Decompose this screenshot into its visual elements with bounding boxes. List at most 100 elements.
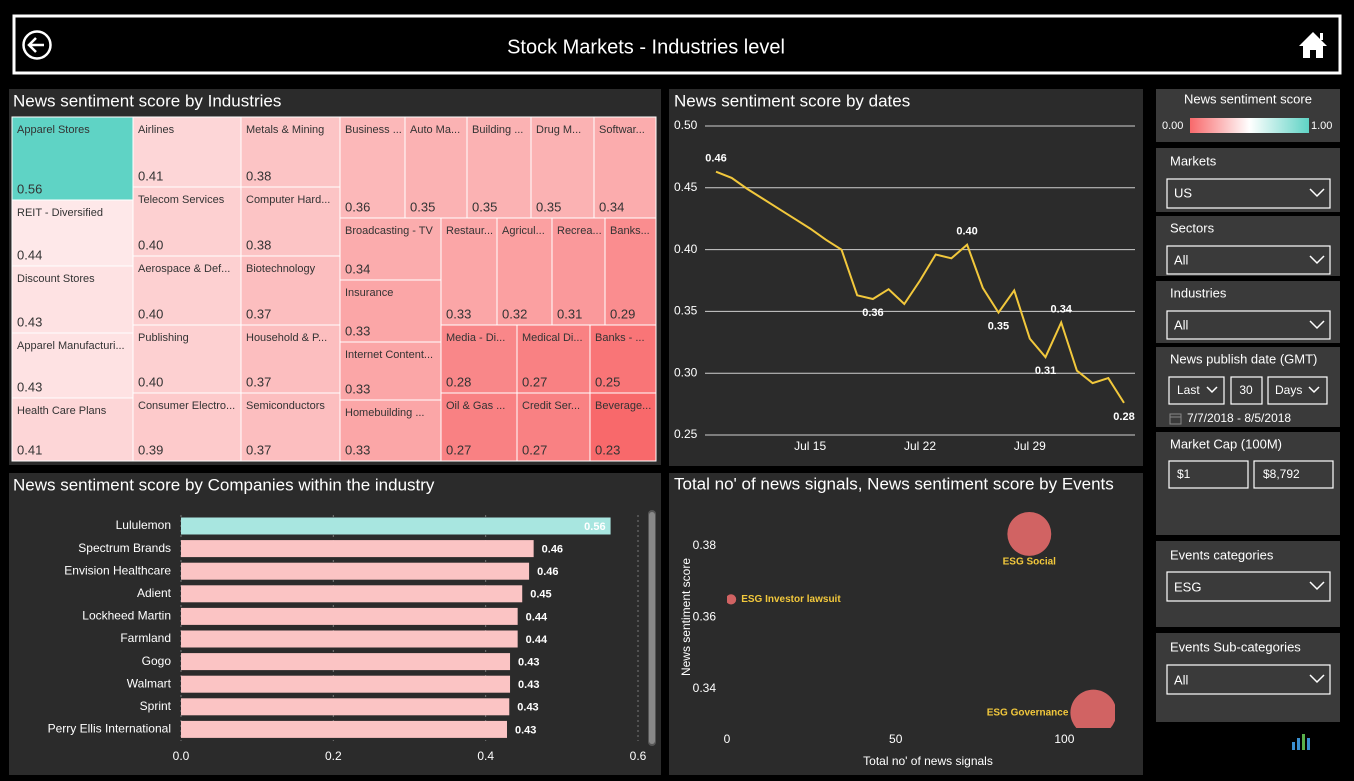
- treemap-cell: [132, 255, 242, 326]
- cell-value: 0.27: [522, 442, 547, 457]
- cell-value: 0.38: [246, 168, 271, 183]
- treemap-cell: [339, 217, 442, 281]
- data-label: 0.40: [956, 226, 977, 238]
- cell-value: 0.35: [472, 199, 497, 214]
- panel-title: News sentiment score by dates: [674, 91, 910, 110]
- treemap-cell: [11, 332, 134, 399]
- dropdown-value: US: [1174, 185, 1192, 200]
- data-label: 0.56: [584, 521, 605, 533]
- bubble: [1007, 512, 1052, 556]
- input-box[interactable]: [1168, 460, 1249, 489]
- data-label: 0.34: [1051, 303, 1073, 315]
- back-button[interactable]: [22, 30, 52, 60]
- y-tick-label: 0.40: [674, 242, 698, 256]
- cell-value: 0.27: [522, 374, 547, 389]
- data-label: 0.46: [542, 544, 563, 556]
- cell-label: Drug M...: [536, 124, 581, 136]
- treemap-cell: [132, 324, 242, 394]
- cell-value: 0.34: [345, 261, 370, 276]
- slicer: [1156, 281, 1340, 343]
- bar: [181, 653, 511, 671]
- cell-value: 0.41: [138, 168, 163, 183]
- dropdown-value: All: [1174, 317, 1189, 332]
- panel-title: News sentiment score by Companies within…: [13, 475, 435, 494]
- cell-value: 0.34: [599, 199, 624, 214]
- cell-label: Beverage...: [595, 400, 651, 412]
- cell-label: Consumer Electro...: [138, 400, 235, 412]
- dropdown[interactable]: [1166, 178, 1331, 209]
- x-tick-label: Jul 29: [1014, 439, 1046, 453]
- treemap-cell: [11, 116, 134, 201]
- date-range: 7/7/2018 - 8/5/2018: [1187, 411, 1291, 425]
- line: [715, 170, 1125, 404]
- cell-value: 0.56: [17, 181, 42, 196]
- dropdown[interactable]: [1168, 376, 1225, 405]
- slicer: [1156, 148, 1340, 212]
- cell-value: 0.31: [557, 306, 582, 321]
- treemap-cell: [516, 392, 591, 462]
- dropdown[interactable]: [1166, 310, 1331, 340]
- y-tick-label: 0.34: [693, 681, 717, 695]
- cell-value: 0.40: [138, 306, 163, 321]
- data-label: 0.43: [515, 724, 536, 736]
- bubble-label: ESG Social: [1003, 557, 1057, 568]
- cell-label: Auto Ma...: [410, 124, 460, 136]
- cell-label: Media - Di...: [446, 332, 505, 344]
- treemap-cell: [11, 199, 134, 267]
- input-box[interactable]: [1253, 460, 1334, 489]
- dropdown-value: Days: [1275, 383, 1302, 397]
- cell-value: 0.33: [345, 442, 370, 457]
- y-tick-label: Adient: [137, 586, 172, 600]
- scrollbar-thumb[interactable]: [649, 512, 655, 744]
- cell-label: Banks - ...: [595, 332, 645, 344]
- cell-value: 0.37: [246, 374, 271, 389]
- legend-gradient: [1190, 118, 1309, 133]
- cell-value: 0.25: [595, 374, 620, 389]
- bar: [181, 585, 523, 603]
- treemap-cell: [440, 392, 518, 462]
- dropdown[interactable]: [1166, 245, 1331, 275]
- y-tick-label: 0.30: [674, 365, 698, 379]
- dropdown[interactable]: [1166, 571, 1331, 602]
- treemap-cell: [466, 116, 532, 219]
- cell-label: Health Care Plans: [17, 405, 107, 417]
- cell-value: 0.35: [410, 199, 435, 214]
- cell-label: Computer Hard...: [246, 194, 330, 206]
- data-label: 0.43: [518, 679, 539, 691]
- cell-label: Insurance: [345, 287, 393, 299]
- y-tick-label: 0.25: [674, 427, 698, 441]
- cell-value: 0.44: [17, 247, 42, 262]
- y-tick-label: 0.35: [674, 304, 698, 318]
- treemap-cell: [339, 341, 442, 401]
- x-tick-label: Jul 22: [904, 439, 936, 453]
- cell-label: Oil & Gas ...: [446, 400, 505, 412]
- bubble: [1070, 689, 1115, 728]
- input-box[interactable]: [1230, 376, 1263, 405]
- x-tick-label: 0: [724, 732, 731, 746]
- home-button[interactable]: [1299, 32, 1327, 58]
- dropdown[interactable]: [1267, 376, 1328, 405]
- cell-label: REIT - Diversified: [17, 207, 103, 219]
- cell-label: Credit Ser...: [522, 400, 580, 412]
- cell-label: Aerospace & Def...: [138, 263, 230, 275]
- panel-title: Total no' of news signals, News sentimen…: [674, 474, 1114, 493]
- slicer-label: Industries: [1170, 285, 1227, 300]
- y-tick-label: Gogo: [142, 654, 172, 668]
- bar: [181, 698, 510, 716]
- cell-label: Building ...: [472, 124, 523, 136]
- bubble-label: ESG Governance: [987, 707, 1069, 718]
- cell-value: 0.36: [345, 199, 370, 214]
- cell-label: Publishing: [138, 332, 189, 344]
- legend-box: [1156, 89, 1340, 142]
- data-label: 0.43: [517, 702, 538, 714]
- cell-label: Business ...: [345, 124, 402, 136]
- x-axis-title: Total no' of news signals: [863, 754, 993, 768]
- cell-value: 0.23: [595, 442, 620, 457]
- cell-value: 0.41: [17, 442, 42, 457]
- x-tick-label: 100: [1054, 732, 1074, 746]
- slicer: [1156, 633, 1340, 722]
- panel-title: News sentiment score by Industries: [13, 91, 281, 110]
- data-label: 0.28: [1113, 411, 1134, 423]
- dropdown[interactable]: [1166, 664, 1331, 695]
